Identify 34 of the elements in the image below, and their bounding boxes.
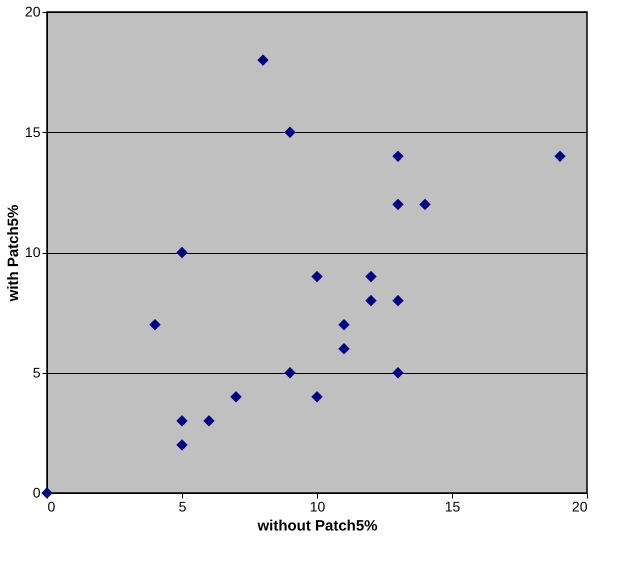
- x-tick-label: 15: [444, 498, 460, 514]
- point: [230, 391, 242, 402]
- point: [338, 318, 350, 330]
- point: [176, 246, 188, 258]
- x-tick-label: 20: [572, 498, 588, 514]
- point: [392, 294, 404, 306]
- y-tick-label: 10: [24, 244, 41, 260]
- point: [311, 391, 323, 402]
- point: [176, 415, 188, 427]
- y-tick-label: 20: [24, 4, 41, 20]
- point: [554, 150, 566, 162]
- point: [257, 54, 269, 66]
- point: [392, 150, 404, 162]
- y-axis-title: with Patch5%: [4, 204, 22, 302]
- x-tick-label: 0: [48, 498, 56, 514]
- x-tick-label: 5: [178, 498, 187, 514]
- y-tick-label: 15: [24, 124, 41, 140]
- point: [203, 415, 215, 427]
- point: [176, 439, 188, 451]
- point: [284, 367, 296, 378]
- point: [284, 126, 296, 138]
- point: [338, 343, 350, 354]
- point: [392, 367, 404, 378]
- point: [311, 270, 323, 282]
- point: [419, 198, 431, 210]
- y-tick-label: 5: [32, 364, 41, 380]
- point: [365, 270, 377, 282]
- point: [41, 487, 53, 499]
- x-axis-title: without Patch5%: [256, 518, 378, 534]
- point: [392, 198, 404, 210]
- x-tick-label: 10: [310, 498, 326, 514]
- point: [149, 318, 161, 330]
- y-tick-label: 0: [32, 484, 41, 500]
- point: [365, 294, 377, 306]
